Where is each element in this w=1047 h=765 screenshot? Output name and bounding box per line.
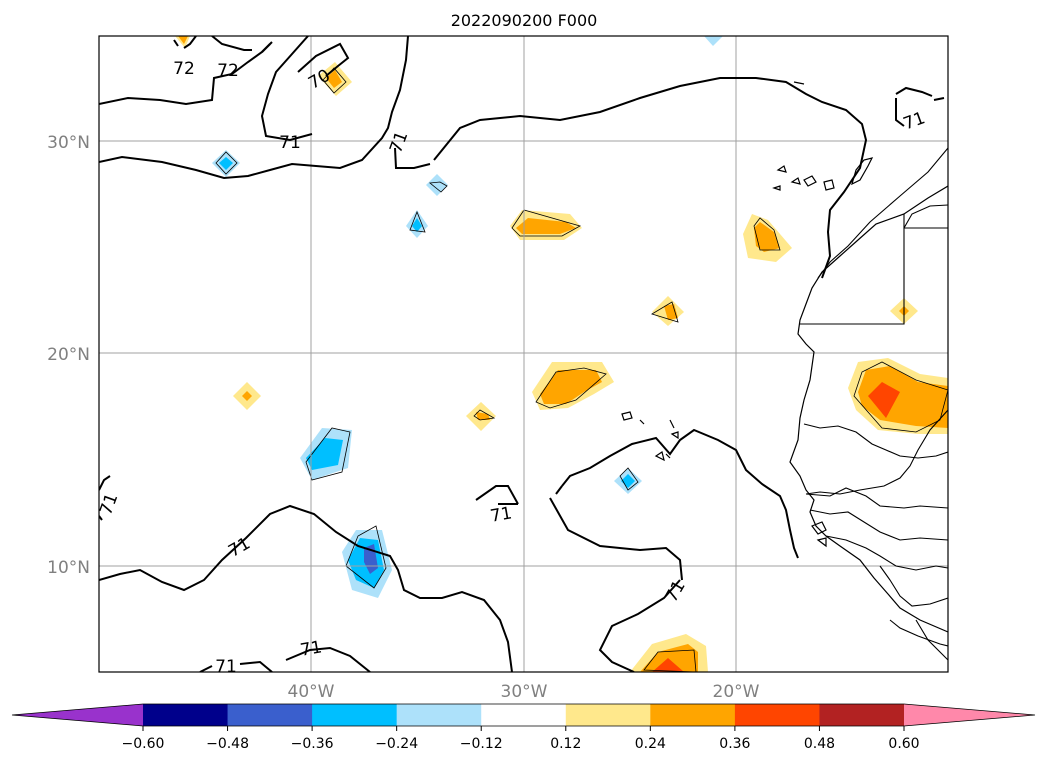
- colorbar-segment: [143, 704, 229, 726]
- contour-label: 71: [279, 133, 301, 153]
- colorbar-tick-label: −0.60: [122, 736, 165, 752]
- shade-red: [868, 382, 900, 418]
- shade-blue: [219, 157, 233, 170]
- shade-red: [652, 658, 684, 672]
- colorbar-tick-label: −0.24: [375, 736, 418, 752]
- lon-label: 20°W: [713, 682, 760, 702]
- contour-lines: [99, 36, 945, 672]
- contour-label: 71: [299, 637, 324, 660]
- coastlines: [621, 81, 948, 661]
- contour-label: 72: [173, 59, 195, 79]
- lon-label: 30°W: [501, 682, 548, 702]
- lat-label: 10°N: [47, 558, 90, 578]
- colorbar-segment: [481, 704, 567, 726]
- colorbar-extend-low: [12, 704, 143, 726]
- shade-orange: [640, 644, 698, 672]
- lat-axis: 30°N 20°N 10°N: [47, 133, 90, 578]
- map-frame: [98, 35, 949, 673]
- shade-orange: [326, 70, 342, 88]
- shading-outlines: [215, 67, 948, 672]
- colorbar-tick-label: 0.48: [804, 736, 835, 752]
- contour-label: 71: [215, 657, 237, 677]
- colorbar-segment: [312, 704, 398, 726]
- contour-label: 71: [489, 503, 514, 526]
- colorbar-tick-label: −0.48: [206, 736, 249, 752]
- colorbar-tick-label: −0.36: [291, 736, 334, 752]
- colorbar-segment: [734, 704, 820, 726]
- shade-blue: [412, 218, 422, 232]
- lat-label: 30°N: [47, 133, 90, 153]
- colorbar-tick-label: 0.36: [719, 736, 750, 752]
- map-title: 2022090200 F000: [451, 11, 598, 30]
- colorbar-extend-high: [904, 704, 1035, 726]
- lon-label: 40°W: [288, 682, 335, 702]
- colorbar-tick-label: 0.24: [635, 736, 666, 752]
- colorbar-tick-label: −0.12: [460, 736, 503, 752]
- map-area: [99, 36, 948, 672]
- lon-axis: 40°W 30°W 20°W: [288, 682, 760, 702]
- shade-blue: [306, 438, 343, 470]
- shade-orange: [754, 222, 780, 252]
- colorbar-tick-label: 0.12: [550, 736, 581, 752]
- colorbar-segment: [396, 704, 482, 726]
- lat-label: 20°N: [47, 345, 90, 365]
- shade-orange: [516, 218, 576, 234]
- shade-orange: [664, 304, 678, 320]
- shade-orange: [178, 36, 188, 44]
- colorbar-tick-label: 0.60: [888, 736, 919, 752]
- colorbar-segment: [650, 704, 736, 726]
- grid-lines: [99, 36, 948, 672]
- colorbar: −0.60 −0.48 −0.36 −0.24 −0.12 0.12 0.24 0.36 0.4…: [11, 703, 1036, 752]
- shade-light-blue: [704, 36, 723, 46]
- colorbar-segment: [819, 704, 905, 726]
- shade-orange: [858, 366, 948, 428]
- shade-orange: [242, 391, 252, 401]
- shade-orange: [540, 370, 602, 404]
- contour-label: 72: [217, 61, 239, 81]
- colorbar-segment: [565, 704, 651, 726]
- colorbar-segment: [227, 704, 313, 726]
